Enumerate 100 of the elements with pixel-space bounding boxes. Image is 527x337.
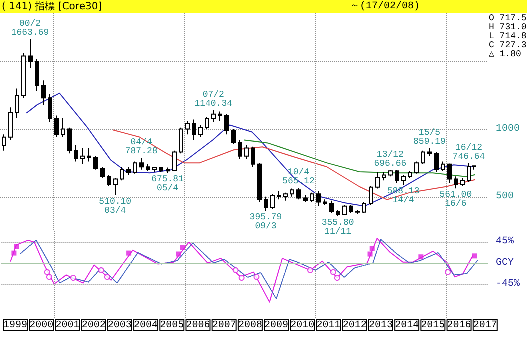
candlestick xyxy=(329,200,334,214)
candlestick xyxy=(15,88,19,119)
candlestick xyxy=(395,170,399,184)
candlestick xyxy=(152,166,157,174)
candlestick xyxy=(133,161,137,174)
candlestick xyxy=(48,94,52,124)
x-tick-label: 2012 xyxy=(342,320,367,332)
x-tick-label: 2010 xyxy=(290,320,315,332)
candlestick xyxy=(434,152,439,174)
point xyxy=(445,269,452,276)
annotation: 561.00 16/6 xyxy=(440,190,472,210)
candlestick xyxy=(460,177,465,187)
point xyxy=(238,275,245,282)
candlestick xyxy=(290,188,294,198)
candlestick xyxy=(166,167,170,174)
annotation: 395.79 09/3 xyxy=(250,212,282,232)
candlestick xyxy=(67,127,72,154)
point xyxy=(330,269,336,276)
annotation: 13/12 696.66 xyxy=(374,150,407,169)
point xyxy=(176,252,182,257)
candlestick xyxy=(8,107,13,141)
x-tick-label: 2008 xyxy=(238,320,262,332)
y-tick-label: -45% xyxy=(496,279,520,290)
candlestick xyxy=(336,210,340,217)
point xyxy=(70,275,76,282)
candlestick xyxy=(61,118,65,138)
point xyxy=(44,269,50,276)
candlestick xyxy=(172,150,177,172)
x-tick-label: 2003 xyxy=(108,320,132,332)
candlestick xyxy=(414,161,419,174)
x-tick-label: 2007 xyxy=(212,320,236,332)
point xyxy=(180,245,186,250)
candlestick xyxy=(401,174,406,186)
candlestick xyxy=(238,140,242,160)
candlestick xyxy=(179,127,183,154)
point xyxy=(232,267,239,274)
candlestick xyxy=(21,53,26,99)
x-tick-label: 2004 xyxy=(134,320,158,332)
point xyxy=(418,254,424,260)
candlestick xyxy=(323,199,327,206)
x-tick-label: 2002 xyxy=(82,320,106,332)
text: △ 1.80 xyxy=(489,50,522,60)
candlestick xyxy=(218,111,222,122)
candlestick xyxy=(185,120,190,136)
x-tick-label: 2017 xyxy=(473,320,498,332)
candlestick xyxy=(224,114,229,136)
candlestick xyxy=(159,166,163,174)
candlestick xyxy=(107,174,111,187)
point xyxy=(126,250,132,256)
annotation: 07/2 1140.34 xyxy=(194,90,233,109)
x-tick-label: 2013 xyxy=(368,320,393,332)
candlestick xyxy=(28,39,33,69)
candlestick xyxy=(2,134,6,152)
x-tick-label: 2016 xyxy=(447,320,472,332)
candlestick xyxy=(54,115,59,138)
candlestick xyxy=(100,166,105,178)
x-tick-label: 1999 xyxy=(3,320,28,332)
y-tick-label: GCY xyxy=(496,258,514,269)
candlestick xyxy=(447,163,452,184)
y-tick-label: 45% xyxy=(496,236,514,248)
candlestick xyxy=(408,170,412,178)
candlestick xyxy=(80,148,85,165)
candlestick xyxy=(296,188,301,200)
y-tick-label: 1000 xyxy=(496,124,520,135)
candlestick xyxy=(388,170,393,178)
x-tick-label: 2006 xyxy=(186,320,210,332)
x-tick-label: 2009 xyxy=(264,320,289,332)
candlestick xyxy=(441,161,445,172)
candlestick xyxy=(146,164,150,172)
candlestick xyxy=(231,128,236,145)
candlestick xyxy=(244,145,249,160)
candlestick xyxy=(369,186,373,206)
candlestick xyxy=(283,192,288,202)
text: H 731.0 xyxy=(489,22,527,32)
point xyxy=(254,274,260,280)
candlestick xyxy=(93,156,98,170)
text: L 714.8 xyxy=(489,32,527,42)
point xyxy=(472,254,478,259)
candlestick xyxy=(113,177,118,196)
annotation: 16/12 746.64 xyxy=(452,143,486,162)
candlestick xyxy=(316,190,321,207)
candlestick xyxy=(454,176,458,190)
candlestick xyxy=(74,145,78,162)
annotation: 00/2 1663.69 xyxy=(11,19,50,38)
point xyxy=(104,274,110,280)
candlestick xyxy=(382,172,386,182)
annotation: 355.80 11/11 xyxy=(322,218,354,237)
candlestick xyxy=(251,146,255,168)
candlestick xyxy=(303,195,308,203)
point xyxy=(307,267,314,274)
point xyxy=(46,274,52,280)
candlestick xyxy=(349,204,353,214)
candlestick xyxy=(35,58,39,92)
point xyxy=(14,244,20,250)
candlestick xyxy=(355,210,360,215)
x-tick-label: 2000 xyxy=(30,320,54,332)
point xyxy=(368,252,373,257)
candlestick xyxy=(427,148,432,157)
candlestick xyxy=(421,150,425,165)
y-tick-label: 500 xyxy=(496,191,514,202)
